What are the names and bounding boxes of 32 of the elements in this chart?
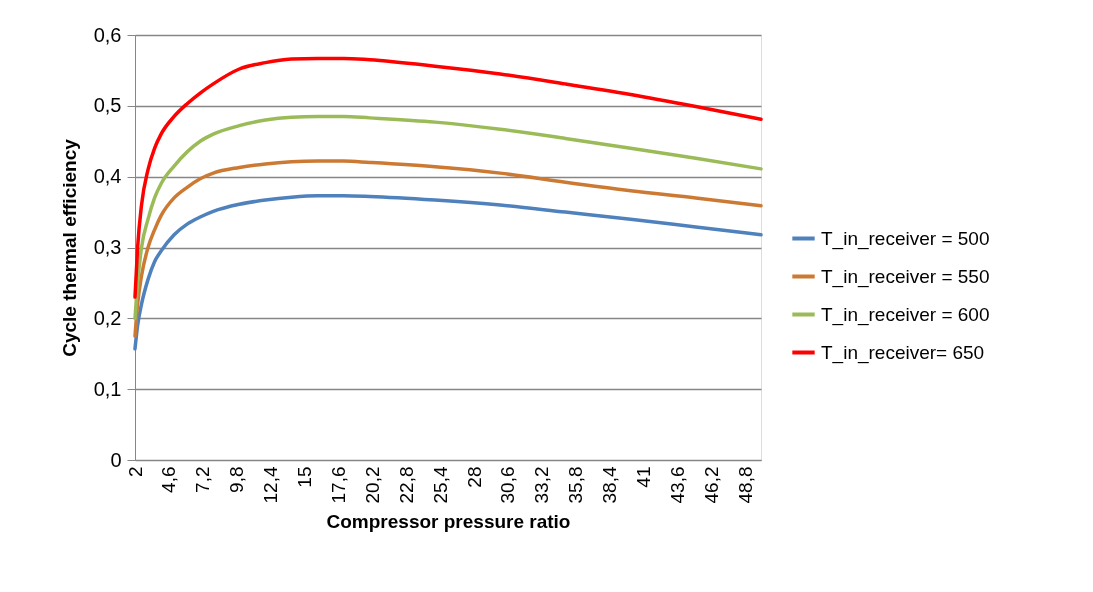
x-tick-label: 48,8	[734, 466, 756, 504]
y-tick-label: 0,4	[93, 165, 122, 188]
y-tick-label: 0,2	[93, 306, 122, 329]
x-tick-label: 38,4	[599, 466, 621, 504]
x-tick-label: 28	[463, 466, 485, 488]
x-tick-label: 41	[633, 466, 655, 488]
x-tick-label: 33,2	[531, 466, 553, 504]
x-tick-label: 30,6	[497, 466, 519, 504]
x-tick-label: 46,2	[700, 466, 722, 504]
y-tick-label: 0,5	[93, 94, 122, 117]
x-tick-label: 43,6	[667, 466, 689, 504]
legend-label: T_in_receiver = 550	[821, 265, 990, 288]
x-axis-title: Compressor pressure ratio	[326, 511, 571, 533]
y-tick-label: 0,6	[93, 23, 122, 46]
x-tick-label: 12,4	[260, 466, 282, 504]
x-tick-label: 7,2	[192, 466, 214, 493]
x-tick-label: 17,6	[327, 466, 349, 504]
legend-label: T_in_receiver= 650	[821, 341, 985, 364]
x-tick-label: 4,6	[158, 466, 180, 493]
y-tick-label: 0,3	[93, 236, 122, 258]
y-tick-label: 0	[110, 448, 122, 471]
x-tick-label: 25,4	[429, 466, 451, 504]
y-axis-title: Cycle thermal efficiency	[58, 138, 80, 357]
y-tick-label: 0,1	[93, 377, 122, 400]
legend-label: T_in_receiver = 600	[821, 303, 990, 326]
x-tick-label: 9,8	[226, 466, 248, 493]
x-tick-label: 22,8	[395, 466, 417, 504]
x-tick-label: 15	[294, 466, 316, 488]
x-tick-label: 35,8	[565, 466, 587, 504]
x-tick-label: 20,2	[361, 466, 383, 504]
x-tick-label: 2	[124, 466, 146, 478]
legend-label: T_in_receiver = 500	[821, 227, 990, 250]
